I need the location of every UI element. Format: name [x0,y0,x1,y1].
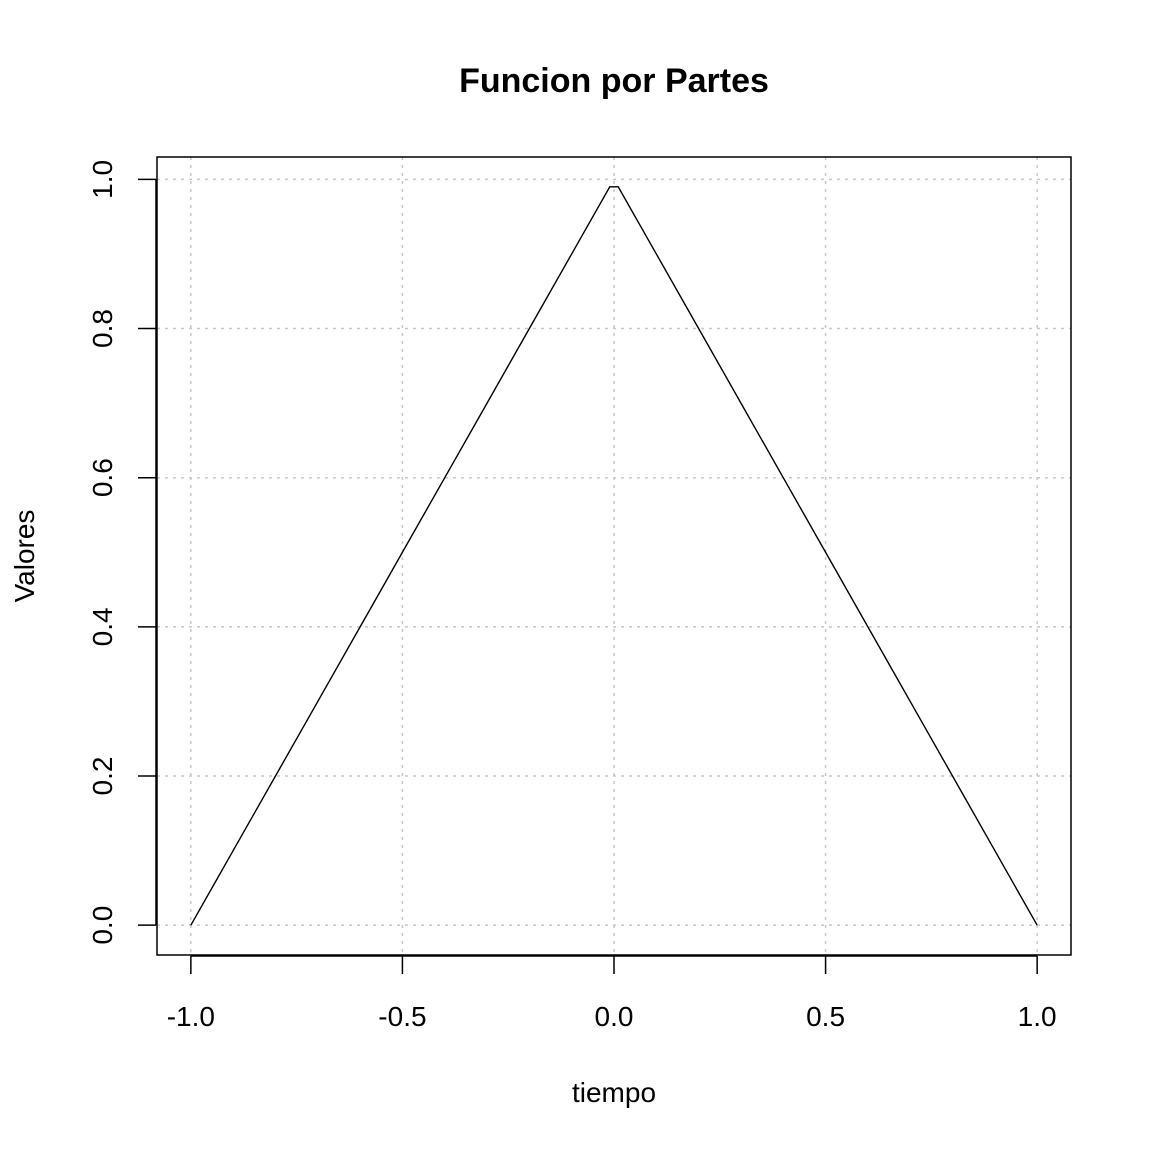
grid [157,157,1071,955]
y-tick-label: 1.0 [87,160,118,199]
x-axis: -1.0 -0.5 0.0 0.5 1.0 [167,955,1057,1032]
series-layer [190,186,1038,926]
x-tick-label: -0.5 [378,1001,426,1032]
x-tick-label: -1.0 [167,1001,215,1032]
y-tick-label: 0.0 [87,906,118,945]
x-axis-title: tiempo [572,1077,656,1108]
x-tick-label: 0.0 [595,1001,634,1032]
x-tick-label: 0.5 [806,1001,845,1032]
y-tick-label: 0.6 [87,458,118,497]
series-line [190,186,1038,926]
y-tick-label: 0.2 [87,757,118,796]
y-axis: 0.0 0.2 0.4 0.6 0.8 1.0 [87,160,157,945]
y-axis-title: Valores [9,510,40,603]
plot-frame [156,156,1072,956]
y-tick-label: 0.8 [87,309,118,348]
y-tick-label: 0.4 [87,607,118,646]
chart-title: Funcion por Partes [459,62,769,100]
x-tick-label: 1.0 [1018,1001,1057,1032]
